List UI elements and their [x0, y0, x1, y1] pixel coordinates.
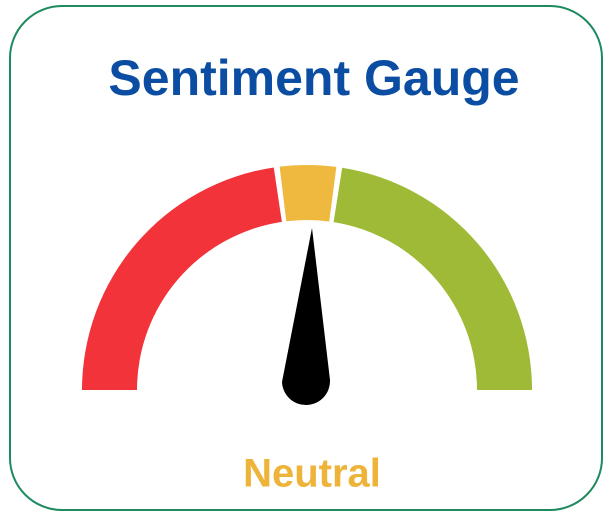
neutral-segment [279, 165, 337, 222]
needle [282, 228, 331, 406]
gauge-label: Neutral [243, 452, 381, 496]
negative-segment [82, 167, 282, 390]
card-border [9, 5, 603, 511]
positive-segment [333, 167, 532, 390]
gauge-arcs [82, 165, 532, 390]
gauge-title: Sentiment Gauge [108, 50, 519, 106]
